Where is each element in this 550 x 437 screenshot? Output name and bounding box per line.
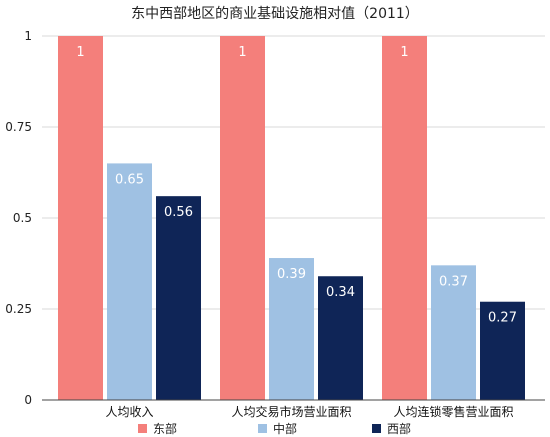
legend-item: 东部 (138, 421, 177, 436)
y-axis-ticks: 0 0.25 0.5 0.75 1 (5, 29, 32, 407)
y-tick-label: 0 (24, 393, 32, 407)
category-labels: 人均收入 人均交易市场营业面积 人均连锁零售营业面积 (105, 404, 513, 419)
legend-swatch (138, 424, 147, 433)
bar (382, 36, 427, 400)
data-label: 0.37 (439, 274, 468, 289)
legend-label: 中部 (273, 421, 297, 436)
bar (156, 196, 201, 400)
data-label: 1 (400, 45, 408, 60)
y-tick-label: 0.25 (5, 302, 32, 316)
x-tick-label: 人均收入 (105, 405, 153, 419)
bar (431, 265, 476, 400)
bars-layer (58, 36, 525, 400)
legend-swatch (258, 424, 267, 433)
data-label: 0.65 (115, 172, 144, 187)
data-label: 0.39 (277, 267, 306, 282)
data-label: 1 (238, 45, 246, 60)
legend-label: 东部 (153, 421, 177, 436)
legend: 东部 中部 西部 (138, 421, 411, 436)
legend-label: 西部 (387, 421, 411, 436)
legend-item: 中部 (258, 421, 297, 436)
bar (269, 258, 314, 400)
data-label: 0.56 (164, 205, 193, 220)
bar (58, 36, 103, 400)
bar (480, 301, 525, 400)
bar (318, 276, 363, 400)
data-label: 1 (76, 45, 84, 60)
chart-title: 东中西部地区的商业基础设施相对值（2011） (131, 5, 419, 22)
legend-item: 西部 (372, 421, 411, 436)
bar (220, 36, 265, 400)
data-label: 0.34 (326, 285, 355, 300)
y-tick-label: 1 (24, 29, 32, 43)
x-tick-label: 人均连锁零售营业面积 (393, 404, 513, 419)
value-labels-layer: 1 0.65 0.56 1 0.39 0.34 1 0.37 0.27 (76, 45, 517, 326)
y-tick-label: 0.5 (13, 211, 32, 225)
y-tick-label: 0.75 (5, 120, 32, 134)
data-label: 0.27 (488, 311, 517, 326)
x-tick-label: 人均交易市场营业面积 (231, 404, 351, 419)
legend-swatch (372, 424, 381, 433)
bar (107, 163, 152, 400)
